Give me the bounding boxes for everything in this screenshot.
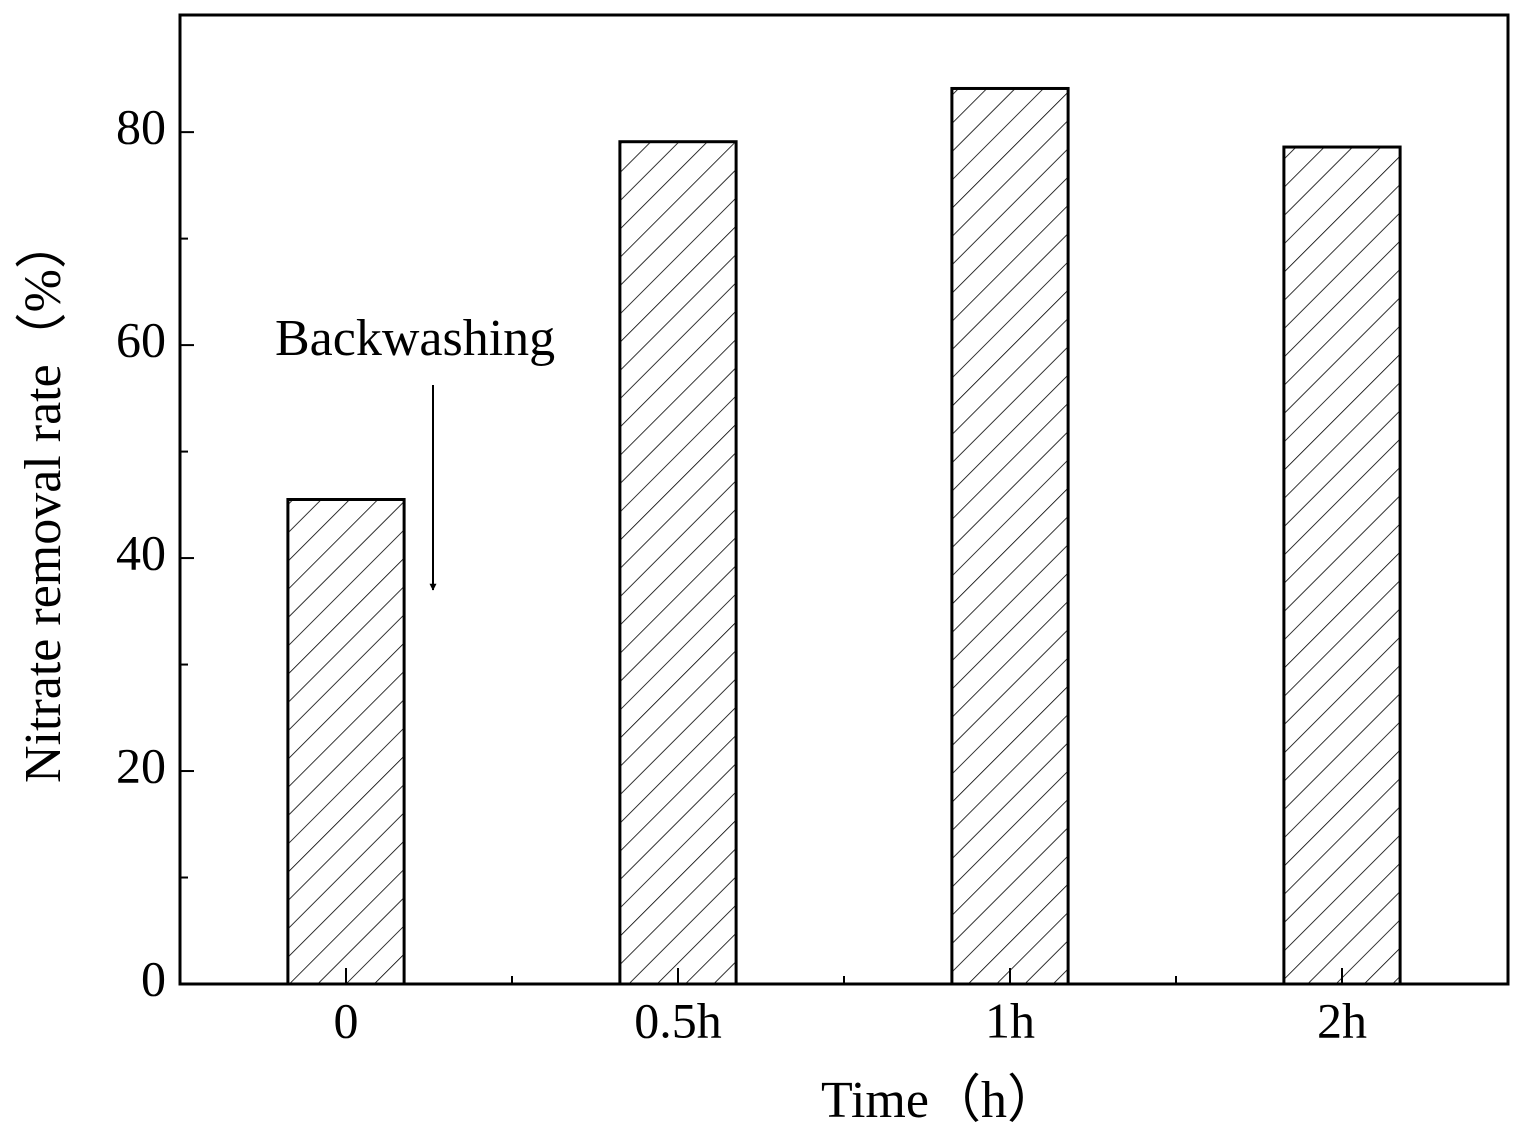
y-axis-label: Nitrate removal rate（%） (15, 217, 72, 783)
bar (618, 140, 738, 986)
plot-frame (178, 13, 1510, 986)
y-tick-label: 40 (116, 525, 166, 581)
x-axis-label: Time（h） (821, 1072, 1059, 1129)
bar (286, 498, 406, 986)
x-tick-label: 2h (1317, 992, 1367, 1048)
y-tick-label: 60 (116, 312, 166, 368)
y-tick-label: 80 (116, 99, 166, 155)
y-tick-label: 0 (141, 950, 166, 1006)
y-tick-label: 20 (116, 738, 166, 794)
annotation: Backwashing (275, 310, 555, 367)
x-tick-label: 0 (334, 992, 359, 1048)
bar (950, 86, 1070, 986)
bar (1282, 145, 1402, 986)
x-tick-label: 1h (985, 992, 1035, 1048)
x-tick-label: 0.5h (634, 992, 722, 1048)
